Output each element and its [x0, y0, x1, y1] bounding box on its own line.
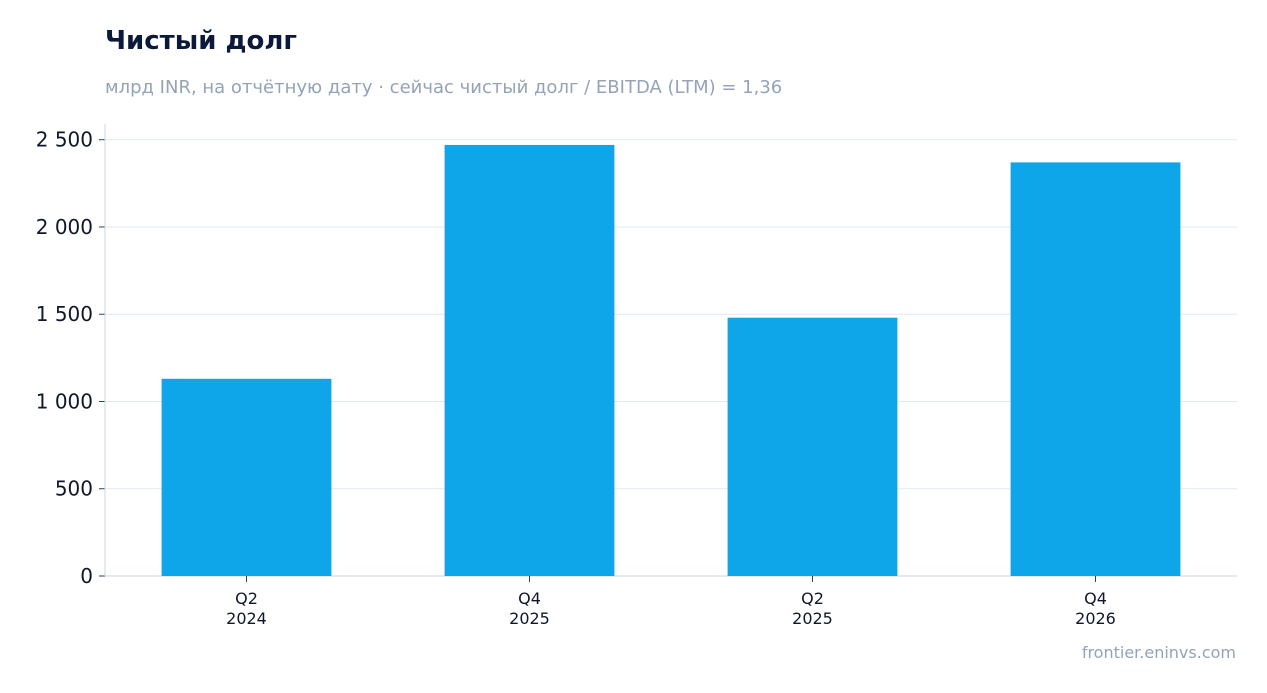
bar — [444, 144, 615, 576]
y-tick-label: 2 000 — [36, 215, 93, 239]
y-tick-label: 0 — [80, 564, 93, 588]
chart-subtitle: млрд INR, на отчётную дату · сейчас чист… — [105, 77, 783, 98]
x-tick-label: Q4 2025 — [509, 589, 550, 628]
y-tick-label: 1 500 — [36, 302, 93, 326]
y-tick-label: 2 500 — [36, 128, 93, 152]
bar — [727, 317, 898, 576]
x-tick-label: Q4 2026 — [1075, 589, 1116, 628]
bar — [161, 378, 332, 576]
y-tick-label: 1 000 — [36, 389, 93, 413]
y-tick-label: 500 — [55, 477, 93, 501]
x-tick-label: Q2 2024 — [226, 589, 267, 628]
x-tick-label: Q2 2025 — [792, 589, 833, 628]
source-credit: frontier.eninvs.com — [1081, 643, 1236, 662]
bar — [1010, 162, 1181, 576]
chart-title: Чистый долг — [105, 26, 297, 56]
